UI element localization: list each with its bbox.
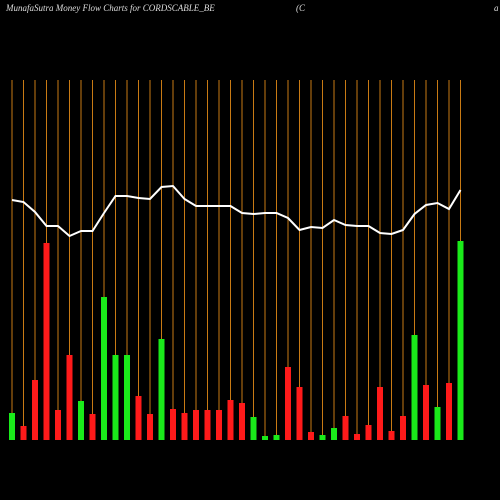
bar — [388, 431, 395, 440]
bar — [446, 383, 452, 440]
chart-title: MunafaSutra Money Flow Charts for CORDSC… — [5, 3, 215, 13]
bar — [262, 436, 268, 440]
bar — [296, 387, 303, 440]
bar — [101, 297, 107, 440]
bar — [193, 410, 199, 440]
bar — [9, 413, 15, 440]
bar — [20, 426, 27, 440]
bar — [32, 380, 38, 440]
bar — [239, 403, 245, 440]
bar — [285, 367, 291, 440]
bar — [124, 355, 130, 440]
bar — [170, 409, 176, 440]
bar — [423, 385, 429, 440]
bar — [250, 417, 257, 440]
bar — [43, 243, 50, 440]
bar — [457, 241, 464, 440]
bar — [377, 387, 383, 440]
bar — [434, 407, 441, 440]
bar — [365, 425, 372, 440]
bar — [273, 435, 280, 440]
bar — [331, 428, 337, 440]
bar — [89, 414, 96, 440]
chart-note: a — [494, 3, 499, 13]
chart-subtitle: (C — [296, 3, 306, 13]
bar — [181, 413, 188, 440]
bar — [411, 335, 418, 440]
bar — [227, 400, 234, 440]
bar — [55, 410, 61, 440]
price-line — [11, 184, 462, 238]
bar — [204, 410, 211, 440]
bar — [319, 435, 326, 440]
bar — [78, 401, 84, 440]
bar — [400, 416, 406, 440]
bar — [342, 416, 349, 440]
bar — [158, 339, 165, 440]
bar — [354, 434, 360, 440]
bar — [135, 396, 142, 440]
bar — [66, 355, 73, 440]
bar — [112, 355, 119, 440]
bar — [147, 414, 153, 440]
bar — [308, 432, 314, 440]
bar — [216, 410, 222, 440]
